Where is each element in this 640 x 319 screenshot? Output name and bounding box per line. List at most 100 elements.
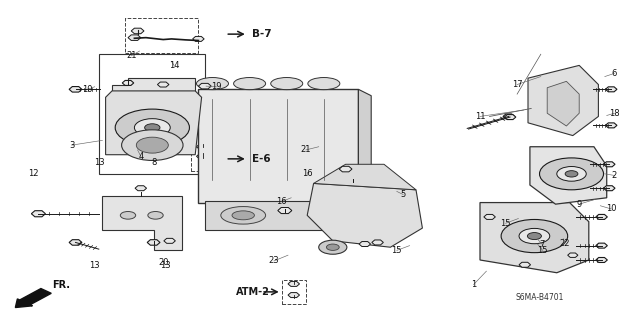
Ellipse shape xyxy=(308,78,340,90)
Circle shape xyxy=(120,211,136,219)
Text: 21: 21 xyxy=(301,145,311,154)
Ellipse shape xyxy=(271,78,303,90)
Polygon shape xyxy=(128,35,141,41)
Polygon shape xyxy=(147,240,160,245)
Text: FR.: FR. xyxy=(52,280,70,290)
Polygon shape xyxy=(196,153,209,159)
Text: S6MA-B4701: S6MA-B4701 xyxy=(515,293,564,302)
Polygon shape xyxy=(596,243,607,248)
Polygon shape xyxy=(358,89,371,209)
Polygon shape xyxy=(359,241,371,247)
Circle shape xyxy=(519,228,550,244)
Text: 7: 7 xyxy=(540,240,545,249)
Text: 16: 16 xyxy=(302,169,312,178)
Polygon shape xyxy=(164,238,175,243)
Polygon shape xyxy=(504,115,516,120)
Circle shape xyxy=(540,158,604,190)
Polygon shape xyxy=(568,253,578,257)
Text: 11: 11 xyxy=(475,112,485,121)
Ellipse shape xyxy=(234,78,266,90)
Bar xyxy=(191,147,215,171)
Text: E-6: E-6 xyxy=(252,154,270,164)
Polygon shape xyxy=(528,65,598,136)
Text: 10: 10 xyxy=(83,85,93,94)
Circle shape xyxy=(115,109,189,146)
Text: 10: 10 xyxy=(606,204,616,213)
Circle shape xyxy=(319,240,347,254)
Polygon shape xyxy=(198,89,358,203)
Text: 6: 6 xyxy=(612,69,617,78)
Bar xyxy=(125,18,198,53)
Text: ATM-2: ATM-2 xyxy=(236,287,269,297)
Polygon shape xyxy=(519,262,531,267)
Circle shape xyxy=(134,119,170,137)
Circle shape xyxy=(527,233,541,240)
Text: 12: 12 xyxy=(28,169,38,178)
Polygon shape xyxy=(596,214,607,219)
Polygon shape xyxy=(347,177,360,183)
Polygon shape xyxy=(307,183,422,247)
Polygon shape xyxy=(530,147,607,204)
Text: 5: 5 xyxy=(401,190,406,199)
Polygon shape xyxy=(314,164,416,190)
Text: 1: 1 xyxy=(471,280,476,289)
Circle shape xyxy=(557,167,586,181)
Bar xyxy=(205,201,352,230)
Polygon shape xyxy=(605,87,617,92)
Text: 16: 16 xyxy=(276,197,287,206)
Polygon shape xyxy=(122,80,134,85)
Polygon shape xyxy=(112,78,195,91)
Ellipse shape xyxy=(232,211,254,220)
Polygon shape xyxy=(157,82,169,87)
Text: 2: 2 xyxy=(612,171,617,180)
Polygon shape xyxy=(503,114,515,119)
Polygon shape xyxy=(288,281,300,286)
Polygon shape xyxy=(288,293,300,298)
Text: 18: 18 xyxy=(609,109,620,118)
Text: 20: 20 xyxy=(158,258,168,267)
Polygon shape xyxy=(31,211,45,217)
Text: 21: 21 xyxy=(126,51,136,60)
Circle shape xyxy=(145,124,160,131)
Polygon shape xyxy=(106,91,202,155)
Polygon shape xyxy=(198,83,211,89)
FancyArrow shape xyxy=(15,289,51,308)
Ellipse shape xyxy=(221,207,266,224)
Text: 23: 23 xyxy=(269,256,279,265)
Text: 15: 15 xyxy=(538,246,548,255)
Polygon shape xyxy=(596,257,607,263)
Text: 4: 4 xyxy=(138,152,143,161)
Circle shape xyxy=(122,130,183,160)
Circle shape xyxy=(136,137,168,153)
Circle shape xyxy=(565,171,578,177)
Polygon shape xyxy=(278,208,291,213)
Polygon shape xyxy=(196,144,209,150)
Polygon shape xyxy=(605,123,617,128)
Bar xyxy=(282,280,306,304)
Text: B-7: B-7 xyxy=(252,29,271,39)
Bar xyxy=(99,54,205,174)
Text: 13: 13 xyxy=(160,261,170,270)
Polygon shape xyxy=(604,162,615,167)
Circle shape xyxy=(501,219,568,253)
Text: 15: 15 xyxy=(500,219,511,228)
Text: 3: 3 xyxy=(69,141,74,150)
Polygon shape xyxy=(69,240,82,245)
Circle shape xyxy=(148,211,163,219)
Ellipse shape xyxy=(196,78,228,90)
Polygon shape xyxy=(102,196,182,250)
Text: 19: 19 xyxy=(211,82,221,91)
Polygon shape xyxy=(278,207,292,214)
Text: 15: 15 xyxy=(392,246,402,255)
Polygon shape xyxy=(547,81,579,126)
Text: 13: 13 xyxy=(94,158,104,167)
Polygon shape xyxy=(484,214,495,219)
Polygon shape xyxy=(339,166,352,172)
Polygon shape xyxy=(69,86,82,92)
Text: 17: 17 xyxy=(512,80,522,89)
Text: 14: 14 xyxy=(169,61,179,70)
Text: 9: 9 xyxy=(577,200,582,209)
Circle shape xyxy=(326,244,339,250)
Polygon shape xyxy=(135,186,147,191)
Text: 13: 13 xyxy=(90,261,100,270)
